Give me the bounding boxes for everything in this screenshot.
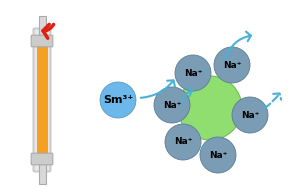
Bar [37, 46, 48, 154]
FancyBboxPatch shape [33, 29, 50, 171]
Circle shape [232, 97, 268, 133]
Text: Na⁺: Na⁺ [174, 138, 192, 146]
Text: Na⁺: Na⁺ [241, 111, 259, 119]
Circle shape [100, 82, 136, 118]
Bar [39, 16, 46, 36]
Circle shape [175, 55, 211, 91]
Circle shape [200, 137, 236, 173]
Circle shape [154, 87, 190, 123]
Text: Na⁺: Na⁺ [184, 68, 202, 77]
Circle shape [165, 124, 201, 160]
Circle shape [178, 76, 242, 140]
Text: Na⁺: Na⁺ [163, 101, 181, 109]
Circle shape [214, 47, 250, 83]
Bar [39, 164, 46, 184]
FancyBboxPatch shape [31, 35, 53, 47]
Text: Na⁺: Na⁺ [223, 60, 241, 70]
Text: Na⁺: Na⁺ [209, 150, 227, 160]
Text: Sm³⁺: Sm³⁺ [103, 95, 133, 105]
FancyBboxPatch shape [31, 153, 53, 165]
